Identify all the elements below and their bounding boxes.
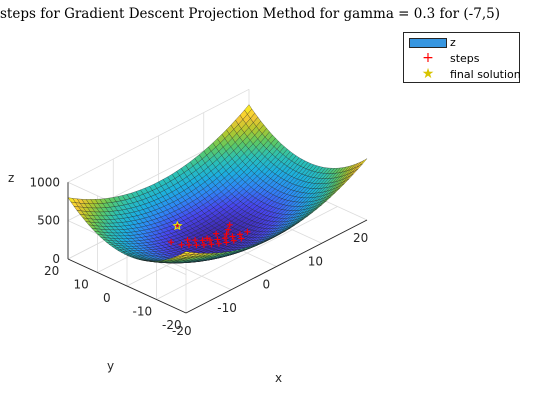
y-tick-label: -10 (133, 305, 153, 319)
step-marker (238, 235, 245, 242)
grid-line (156, 206, 338, 300)
step-marker (226, 221, 233, 228)
step-marker (225, 226, 232, 233)
step-marker (193, 242, 200, 249)
final-solution-marker (172, 220, 183, 231)
y-tick-label: -20 (162, 318, 182, 332)
step-marker (199, 237, 206, 244)
legend-swatch-z (409, 38, 447, 48)
y-tick-label: 0 (103, 291, 111, 305)
step-marker (244, 228, 251, 235)
step-marker (168, 239, 175, 246)
x-tick-label: 20 (353, 231, 368, 245)
step-marker (192, 237, 199, 244)
step-marker (178, 241, 185, 248)
legend-item-steps[interactable]: + steps (404, 50, 521, 67)
step-marker (185, 241, 192, 248)
y-tick-label: 20 (44, 264, 59, 278)
legend-label-steps: steps (450, 52, 480, 65)
star-marker-icon: ★ (421, 66, 435, 82)
chart-title: steps for Gradient Descent Projection Me… (0, 6, 500, 22)
plus-marker-icon: + (422, 50, 434, 66)
y-tick-label: 10 (74, 278, 89, 292)
step-marker (213, 230, 220, 237)
surface-z (67, 104, 368, 264)
step-marker (215, 240, 222, 247)
legend-item-z[interactable]: z (404, 35, 521, 51)
x-tick-label: 10 (308, 254, 323, 268)
step-marker (223, 239, 230, 246)
step-marker (204, 235, 211, 242)
step-marker (229, 233, 236, 240)
step-marker (208, 241, 215, 248)
legend-item-final-solution[interactable]: ★ final solution (404, 66, 521, 83)
final-solution-series (172, 220, 183, 231)
x-tick-label: -20 (172, 324, 192, 338)
y-axis-line (67, 258, 187, 314)
z-tick-label: 1000 (29, 175, 60, 189)
step-marker (200, 241, 207, 248)
step-marker (184, 236, 191, 243)
x-tick-label: 0 (263, 278, 271, 292)
y-axis-label: y (107, 359, 114, 373)
step-marker (223, 231, 230, 238)
legend[interactable]: z + steps ★ final solution (403, 32, 521, 83)
steps-series (168, 221, 251, 249)
step-marker (236, 231, 243, 238)
legend-label-z: z (450, 36, 456, 49)
step-marker (214, 236, 221, 243)
step-marker (221, 235, 228, 242)
z-tick-label: 0 (52, 252, 60, 266)
surface-patch (182, 251, 192, 255)
legend-label-final-solution: final solution (450, 68, 521, 81)
x-tick-label: -10 (217, 301, 237, 315)
z-tick-label: 500 (37, 214, 60, 228)
z-axis-label: z (8, 171, 14, 185)
x-axis-label: x (275, 371, 282, 385)
step-marker (230, 237, 237, 244)
x-axis-line (185, 219, 368, 314)
axes (67, 182, 368, 314)
